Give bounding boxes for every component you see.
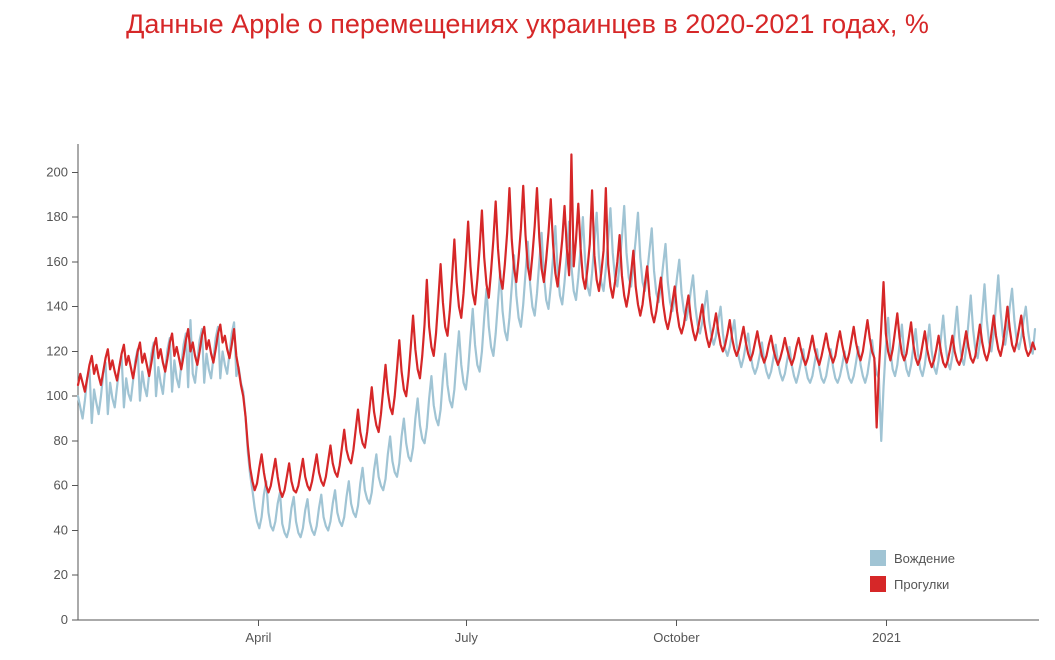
chart-title-text: Данные Apple о перемещениях украинцев в … [126, 9, 929, 39]
y-tick-label: 40 [54, 522, 68, 537]
y-tick-label: 200 [46, 164, 68, 179]
series-Прогулки [78, 154, 1035, 496]
y-tick-label: 160 [46, 254, 68, 269]
legend-swatch [870, 550, 886, 566]
y-tick-label: 20 [54, 567, 68, 582]
x-tick-label: April [245, 630, 271, 645]
y-tick-label: 100 [46, 388, 68, 403]
y-tick-label: 80 [54, 433, 68, 448]
series-Вождение [78, 206, 1035, 537]
chart-container: Данные Apple о перемещениях украинцев в … [0, 0, 1055, 660]
y-tick-label: 60 [54, 478, 68, 493]
legend-label: Вождение [894, 551, 955, 566]
x-tick-label: 2021 [872, 630, 901, 645]
y-tick-label: 180 [46, 209, 68, 224]
y-tick-label: 140 [46, 299, 68, 314]
legend-label: Прогулки [894, 577, 949, 592]
x-tick-label: October [653, 630, 700, 645]
legend-swatch [870, 576, 886, 592]
y-tick-label: 0 [61, 612, 68, 627]
x-tick-label: July [455, 630, 479, 645]
chart-title: Данные Apple о перемещениях украинцев в … [0, 0, 1055, 42]
chart-svg: 0 20 40 60 80 100 120 140 160 180 200 April July Octo… [0, 0, 1055, 660]
y-tick-label: 120 [46, 343, 68, 358]
